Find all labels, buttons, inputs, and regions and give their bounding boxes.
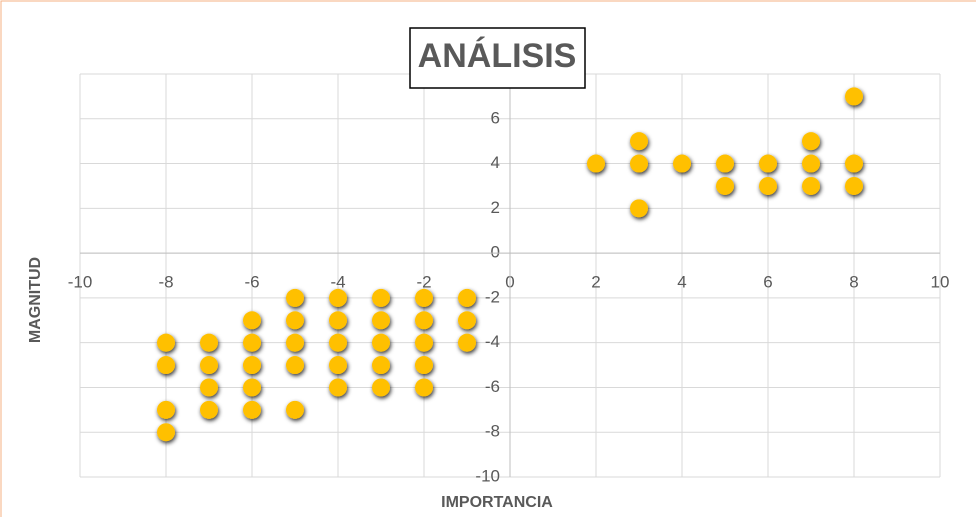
y-tick-label: -2 [485, 287, 500, 306]
y-tick-label: 6 [491, 108, 500, 127]
point [157, 333, 175, 352]
point [329, 333, 347, 352]
point [458, 288, 476, 307]
x-tick-label: 10 [931, 273, 950, 292]
point [157, 356, 175, 375]
point [587, 154, 605, 173]
point [630, 154, 648, 173]
point [286, 311, 304, 330]
y-tick-label: -4 [485, 332, 500, 351]
title-box [409, 27, 586, 89]
x-tick-label: 2 [591, 273, 600, 292]
point [716, 176, 734, 195]
point [157, 400, 175, 419]
y-tick-label: -6 [485, 377, 500, 396]
point [802, 176, 820, 195]
point [329, 311, 347, 330]
point [415, 288, 433, 307]
point [716, 154, 734, 173]
point [415, 333, 433, 352]
point [243, 333, 261, 352]
x-tick-label: 6 [763, 273, 772, 292]
x-tick-label: -8 [158, 273, 173, 292]
point [372, 288, 390, 307]
x-tick-label: -6 [244, 273, 259, 292]
point [415, 378, 433, 397]
x-tick-label: 8 [849, 273, 858, 292]
point [802, 154, 820, 173]
x-tick-label: 4 [677, 273, 686, 292]
points [157, 87, 863, 442]
point [157, 423, 175, 442]
x-tick-label: -2 [416, 273, 431, 292]
point [845, 87, 863, 106]
y-tick-label: 4 [491, 153, 500, 172]
x-tick-label: -10 [68, 273, 93, 292]
y-tick-label: -8 [485, 422, 500, 441]
point [630, 132, 648, 151]
x-tick-label: -4 [330, 273, 345, 292]
point [673, 154, 691, 173]
point [286, 288, 304, 307]
point [243, 378, 261, 397]
point [329, 378, 347, 397]
point [329, 288, 347, 307]
point [458, 333, 476, 352]
point [458, 311, 476, 330]
point [200, 356, 218, 375]
y-tick-label: 2 [491, 198, 500, 217]
point [415, 311, 433, 330]
x-axis-label: IMPORTANCIA [441, 494, 553, 511]
point [243, 356, 261, 375]
point [630, 199, 648, 218]
point [286, 333, 304, 352]
point [329, 356, 347, 375]
point [286, 400, 304, 419]
y-tick-label: 0 [491, 243, 500, 262]
chart-title: ANÁLISIS [418, 37, 577, 75]
point [200, 378, 218, 397]
point [845, 176, 863, 195]
y-axis-label: MAGNITUD [27, 257, 44, 343]
point [372, 311, 390, 330]
point [200, 400, 218, 419]
point [243, 400, 261, 419]
y-tick-label: -10 [475, 466, 500, 485]
point [372, 356, 390, 375]
point [372, 378, 390, 397]
point [286, 356, 304, 375]
point [802, 132, 820, 151]
point [243, 311, 261, 330]
point [372, 333, 390, 352]
point [759, 154, 777, 173]
point [845, 154, 863, 173]
point [200, 333, 218, 352]
point [415, 356, 433, 375]
point [759, 176, 777, 195]
